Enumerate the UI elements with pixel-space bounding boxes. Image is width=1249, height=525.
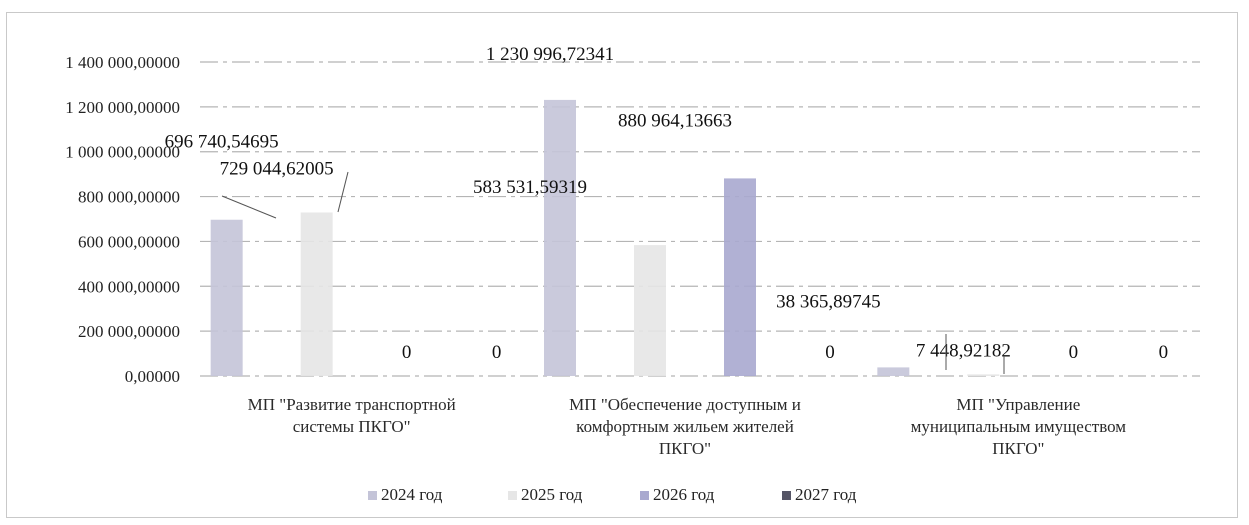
grid-lines: [200, 61, 1200, 377]
legend-swatch: [368, 491, 377, 500]
y-tick-label: 600 000,00000: [78, 232, 180, 251]
legend-swatch: [640, 491, 649, 500]
y-tick-label: 1 400 000,00000: [65, 53, 180, 72]
data-label: 38 365,89745: [776, 291, 881, 312]
category-labels: МП "Развитие транспортной системы ПКГО" МП…: [248, 395, 1127, 458]
bar: [967, 374, 1000, 376]
category-label: МП "Обеспечение доступным и: [569, 395, 801, 414]
category-label: МП "Управление: [956, 395, 1080, 414]
legend-label: 2027 год: [795, 485, 857, 504]
legend: 2024 год 2025 год 2026 год 2027 год: [368, 485, 857, 504]
bar: [210, 219, 243, 376]
bar: [544, 99, 576, 376]
category-label: ПКГО": [992, 439, 1044, 458]
data-label: 696 740,54695: [165, 132, 279, 153]
y-tick-label: 0,00000: [125, 367, 180, 386]
category-label: системы ПКГО": [293, 417, 411, 436]
legend-swatch: [782, 491, 791, 500]
category-label: муниципальным имуществом: [911, 417, 1127, 436]
data-label: 0: [402, 342, 412, 363]
data-label: 0: [492, 342, 502, 363]
y-tick-label: 200 000,00000: [78, 322, 180, 341]
bars: [210, 99, 1000, 376]
leader-line: [337, 171, 349, 213]
legend-label: 2024 год: [381, 485, 443, 504]
leader-line: [221, 195, 277, 219]
data-label: 0: [825, 342, 835, 363]
legend-swatch: [508, 491, 517, 500]
category-label: ПКГО": [659, 439, 711, 458]
data-label: 729 044,62005: [220, 158, 334, 179]
bar: [724, 178, 756, 376]
data-label: 880 964,13663: [618, 110, 732, 131]
bar: [300, 212, 333, 376]
bar: [634, 245, 666, 376]
chart-frame: [6, 12, 1238, 518]
data-label: 0: [1159, 342, 1169, 363]
data-label: 583 531,59319: [473, 177, 587, 198]
y-tick-label: 1 200 000,00000: [65, 98, 180, 117]
data-labels: 696 740,54695 1 230 996,72341 38 365,89745…: [165, 44, 1168, 374]
data-label: 0: [1069, 342, 1079, 363]
bar: [877, 367, 910, 376]
y-axis-ticks: 0,00000 200 000,00000 400 000,00000 600 000…: [65, 53, 180, 386]
category-label: МП "Развитие транспортной: [248, 395, 456, 414]
legend-label: 2025 год: [521, 485, 583, 504]
data-label: 1 230 996,72341: [486, 44, 614, 65]
y-tick-label: 400 000,00000: [78, 277, 180, 296]
data-label: 7 448,92182: [916, 340, 1011, 361]
y-tick-label: 1 000 000,00000: [65, 143, 180, 162]
legend-label: 2026 год: [653, 485, 715, 504]
y-tick-label: 800 000,00000: [78, 188, 180, 207]
category-label: комфортным жильем жителей: [576, 417, 794, 436]
